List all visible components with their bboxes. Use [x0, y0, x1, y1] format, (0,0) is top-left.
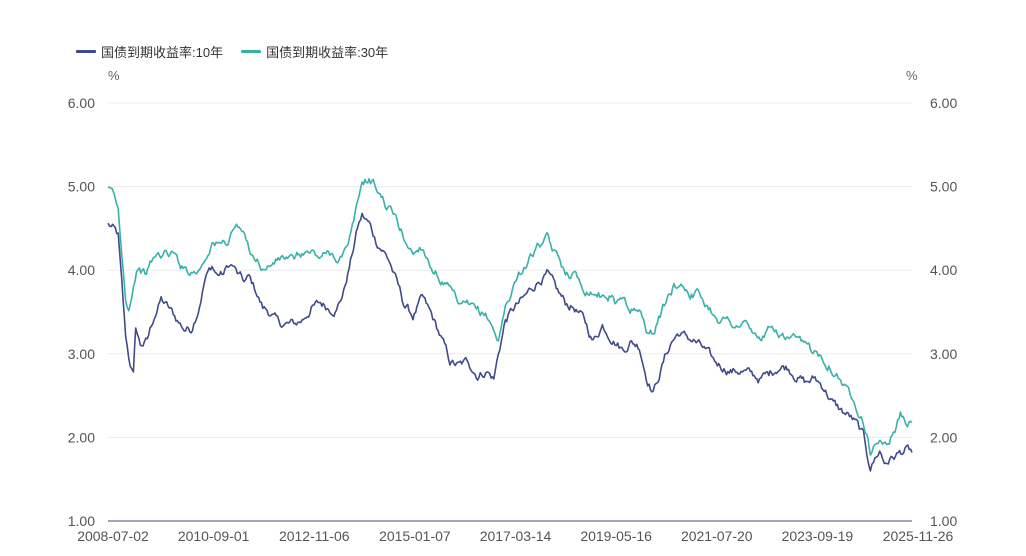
x-tick-3: 2015-01-07: [379, 528, 451, 544]
y-tick-left-1: 2.00: [68, 429, 95, 445]
y-tick-right-4: 5.00: [930, 179, 957, 195]
y-tick-left-3: 4.00: [68, 262, 95, 278]
x-tick-1: 2010-09-01: [178, 528, 250, 544]
legend-item-10y[interactable]: 国债到期收益率:10年: [76, 42, 223, 61]
y-tick-left-5: 6.00: [68, 95, 95, 111]
y-tick-left-4: 5.00: [68, 179, 95, 195]
legend-label-10y: 国债到期收益率:10年: [101, 45, 224, 60]
legend: 国债到期收益率:10年 国债到期收益率:30年: [76, 42, 388, 61]
x-tick-7: 2023-09-19: [782, 528, 854, 544]
x-tick-6: 2021-07-20: [681, 528, 753, 544]
legend-item-30y[interactable]: 国债到期收益率:30年: [241, 42, 388, 61]
legend-swatch-30y: [241, 50, 262, 53]
legend-swatch-10y: [76, 50, 96, 53]
x-tick-2: 2012-11-06: [279, 528, 350, 544]
y-tick-right-1: 2.00: [930, 429, 957, 445]
x-tick-5: 2019-05-16: [580, 528, 652, 544]
y-tick-left-2: 3.00: [68, 346, 95, 362]
right-axis-unit: %: [906, 68, 918, 83]
x-tick-0: 2008-07-02: [77, 528, 149, 544]
y-tick-right-2: 3.00: [930, 346, 957, 362]
y-tick-right-5: 6.00: [930, 95, 957, 111]
y-tick-right-3: 4.00: [930, 262, 957, 278]
series-line-1: [107, 177, 913, 456]
x-tick-4: 2017-03-14: [480, 528, 552, 544]
legend-label-30y: 国债到期收益率:30年: [266, 45, 389, 60]
x-tick-8: 2025-11-26: [883, 528, 954, 544]
series-line-0: [107, 212, 913, 472]
left-axis-unit: %: [108, 68, 120, 83]
y-tick-left-0: 1.00: [68, 513, 95, 529]
y-tick-right-0: 1.00: [930, 513, 957, 529]
